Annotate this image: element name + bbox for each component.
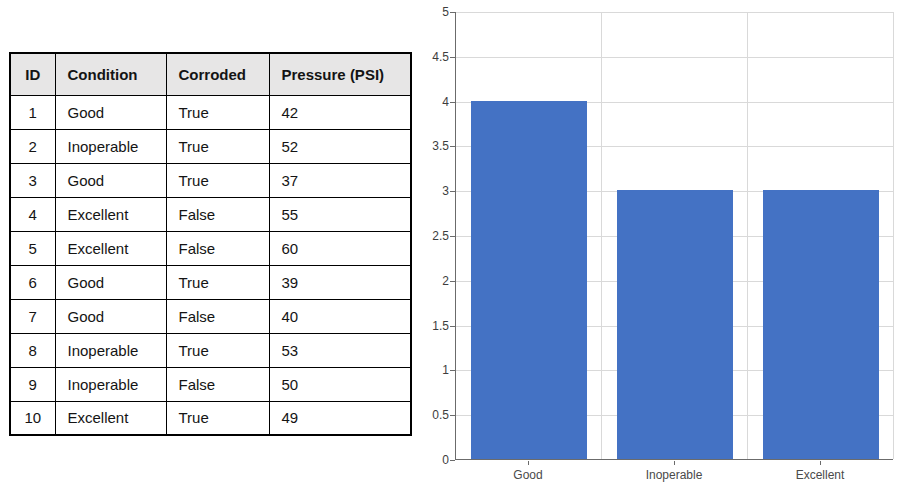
cell-corroded: True — [166, 163, 269, 197]
table-row: 5 Excellent False 60 — [10, 231, 411, 265]
cell-corroded: False — [166, 367, 269, 401]
table-row: 10 Excellent True 49 — [10, 401, 411, 435]
cell-pressure: 49 — [269, 401, 411, 435]
x-category-label: Good — [455, 468, 601, 482]
y-axis-tick — [450, 146, 455, 147]
x-axis-tick — [820, 461, 821, 465]
y-axis-tick — [450, 102, 455, 103]
x-axis-tick — [674, 461, 675, 465]
bar-good — [471, 101, 587, 459]
bar-inoperable — [617, 190, 733, 459]
x-category-label: Excellent — [747, 468, 893, 482]
cell-pressure: 53 — [269, 333, 411, 367]
cell-pressure: 39 — [269, 265, 411, 299]
bar-chart: 5 4.5 4 3.5 3 2.5 2 1.5 1 0.5 0 GoodInoperableExcel… — [427, 0, 904, 487]
cell-id: 8 — [10, 333, 55, 367]
cell-corroded: True — [166, 129, 269, 163]
cell-condition: Inoperable — [55, 333, 166, 367]
y-axis-label: 3 — [427, 185, 449, 197]
y-axis-tick — [450, 460, 455, 461]
cell-id: 2 — [10, 129, 55, 163]
table-row: 3 Good True 37 — [10, 163, 411, 197]
cell-pressure: 40 — [269, 299, 411, 333]
cell-condition: Good — [55, 95, 166, 129]
y-axis-label: 3.5 — [427, 140, 449, 152]
y-axis-tick — [450, 370, 455, 371]
table-row: 8 Inoperable True 53 — [10, 333, 411, 367]
cell-corroded: True — [166, 95, 269, 129]
cell-corroded: False — [166, 197, 269, 231]
cell-condition: Good — [55, 265, 166, 299]
y-axis-label: 2.5 — [427, 230, 449, 242]
x-category-label: Inoperable — [601, 468, 747, 482]
table-row: 1 Good True 42 — [10, 95, 411, 129]
column-header-corroded: Corroded — [166, 53, 269, 95]
cell-condition: Good — [55, 299, 166, 333]
y-axis-tick — [450, 281, 455, 282]
cell-id: 5 — [10, 231, 55, 265]
cell-id: 3 — [10, 163, 55, 197]
cell-corroded: True — [166, 401, 269, 435]
plot-area — [455, 12, 893, 460]
y-axis-tick — [450, 236, 455, 237]
cell-pressure: 52 — [269, 129, 411, 163]
h-gridline — [456, 12, 893, 13]
table-row: 4 Excellent False 55 — [10, 197, 411, 231]
cell-condition: Good — [55, 163, 166, 197]
y-axis-label: 5 — [427, 6, 449, 18]
cell-id: 6 — [10, 265, 55, 299]
cell-pressure: 42 — [269, 95, 411, 129]
cell-id: 9 — [10, 367, 55, 401]
cell-corroded: False — [166, 299, 269, 333]
cell-condition: Excellent — [55, 197, 166, 231]
table-row: 2 Inoperable True 52 — [10, 129, 411, 163]
cell-condition: Excellent — [55, 231, 166, 265]
y-axis-label: 0.5 — [427, 409, 449, 421]
table-row: 9 Inoperable False 50 — [10, 367, 411, 401]
x-axis-tick — [528, 461, 529, 465]
cell-id: 10 — [10, 401, 55, 435]
y-axis-tick — [450, 57, 455, 58]
cell-corroded: True — [166, 265, 269, 299]
y-axis-tick — [450, 415, 455, 416]
column-header-condition: Condition — [55, 53, 166, 95]
cell-id: 7 — [10, 299, 55, 333]
table-row: 7 Good False 40 — [10, 299, 411, 333]
column-header-pressure: Pressure (PSI) — [269, 53, 411, 95]
y-axis-label: 1 — [427, 364, 449, 376]
y-axis-tick — [450, 326, 455, 327]
v-gridline — [747, 12, 748, 459]
cell-id: 4 — [10, 197, 55, 231]
cell-id: 1 — [10, 95, 55, 129]
table-header-row: ID Condition Corroded Pressure (PSI) — [10, 53, 411, 95]
column-header-id: ID — [10, 53, 55, 95]
cell-pressure: 50 — [269, 367, 411, 401]
cell-pressure: 55 — [269, 197, 411, 231]
v-gridline — [601, 12, 602, 459]
v-gridline — [893, 12, 894, 459]
cell-condition: Excellent — [55, 401, 166, 435]
y-axis-label: 4.5 — [427, 51, 449, 63]
table-row: 6 Good True 39 — [10, 265, 411, 299]
h-gridline — [456, 57, 893, 58]
y-axis-label: 2 — [427, 275, 449, 287]
cell-pressure: 37 — [269, 163, 411, 197]
cell-corroded: False — [166, 231, 269, 265]
cell-condition: Inoperable — [55, 367, 166, 401]
cell-pressure: 60 — [269, 231, 411, 265]
cell-condition: Inoperable — [55, 129, 166, 163]
y-axis-tick — [450, 191, 455, 192]
y-axis-label: 4 — [427, 96, 449, 108]
cell-corroded: True — [166, 333, 269, 367]
y-axis-label: 0 — [427, 454, 449, 466]
bar-excellent — [763, 190, 879, 459]
table-body: 1 Good True 42 2 Inoperable True 52 3 Go… — [10, 95, 411, 435]
y-axis-label: 1.5 — [427, 320, 449, 332]
y-axis-tick — [450, 12, 455, 13]
pipe-data-table: ID Condition Corroded Pressure (PSI) 1 G… — [9, 52, 412, 436]
page: ID Condition Corroded Pressure (PSI) 1 G… — [0, 0, 904, 487]
